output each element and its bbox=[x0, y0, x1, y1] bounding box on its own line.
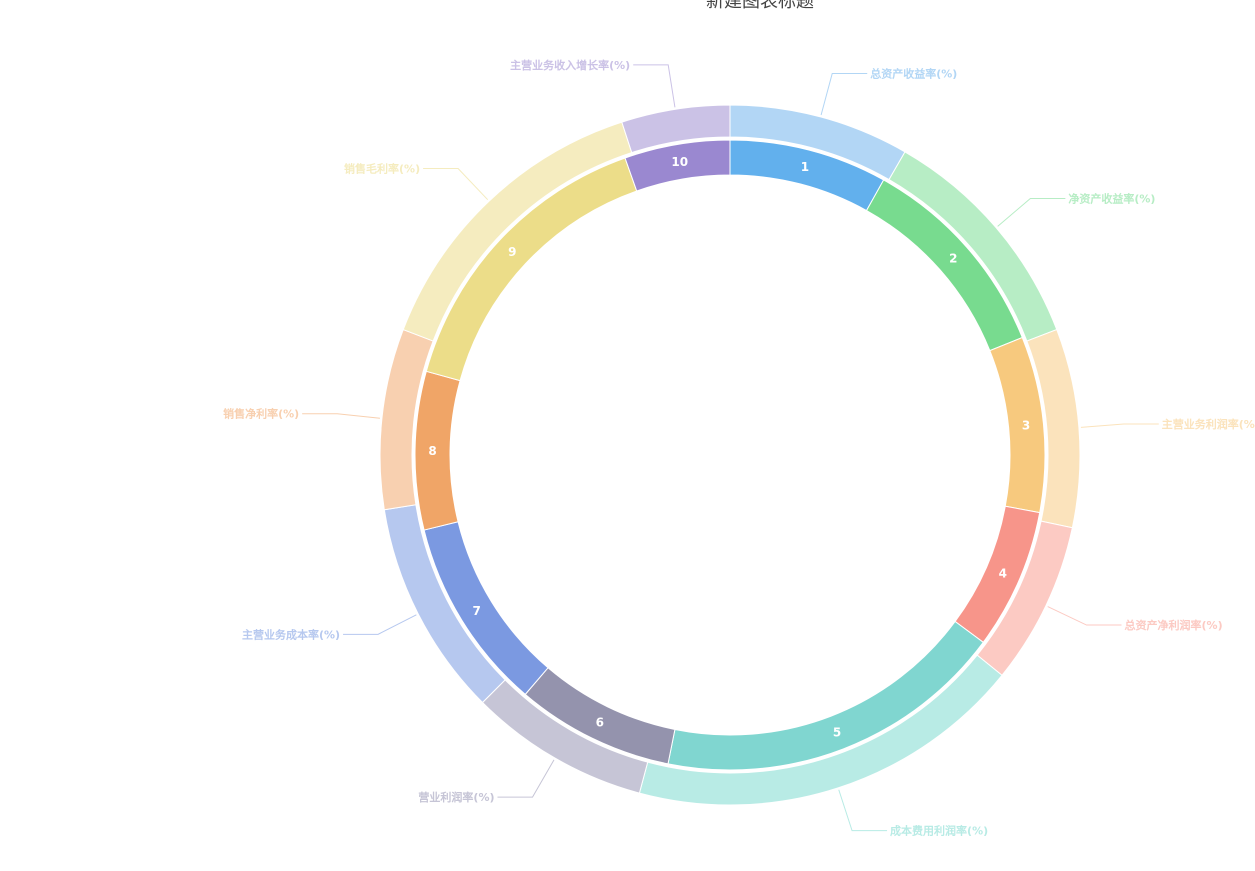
slice-value-label: 9 bbox=[508, 245, 516, 259]
inner-ring: 1 2 3 4 5 6 7 8 9 10 bbox=[414, 139, 1046, 771]
category-label: 主营业务利润率(%) bbox=[1162, 417, 1255, 431]
leader-line bbox=[1047, 606, 1122, 626]
category-label: 总资产净利润率(%) bbox=[1125, 618, 1223, 632]
slice-value-label: 1 bbox=[801, 160, 809, 174]
inner-slice[interactable] bbox=[414, 370, 461, 531]
leader-line bbox=[838, 789, 888, 832]
slice-value-label: 3 bbox=[1022, 419, 1030, 433]
category-label: 主营业务成本率(%) bbox=[242, 627, 340, 641]
leader-line bbox=[497, 759, 555, 798]
outer-slice[interactable] bbox=[621, 104, 731, 154]
leader-line bbox=[1080, 423, 1159, 428]
slice-value-label: 4 bbox=[999, 567, 1007, 581]
category-label: 净资产收益率(%) bbox=[1068, 191, 1155, 205]
outer-ring bbox=[379, 104, 1081, 806]
slice-value-label: 5 bbox=[833, 726, 841, 740]
category-label: 成本费用利润率(%) bbox=[890, 824, 988, 838]
leader-line bbox=[820, 72, 868, 116]
category-label: 销售毛利率(%) bbox=[344, 161, 420, 175]
slice-value-label: 7 bbox=[472, 604, 480, 618]
inner-slice[interactable] bbox=[624, 139, 731, 192]
slice-value-label: 10 bbox=[671, 155, 688, 169]
leader-lines bbox=[302, 64, 1159, 832]
leader-line bbox=[343, 614, 417, 635]
category-label: 总资产收益率(%) bbox=[870, 66, 957, 80]
category-label: 营业利润率(%) bbox=[418, 790, 494, 804]
category-label: 主营业务收入增长率(%) bbox=[510, 58, 630, 72]
slice-value-label: 6 bbox=[596, 716, 604, 730]
inner-slice[interactable] bbox=[667, 620, 984, 771]
leader-line bbox=[302, 413, 380, 419]
category-labels: 总资产收益率(%) 净资产收益率(%) 主营业务利润率(%) 总资产净利润率(%) 成本… bbox=[223, 58, 1255, 838]
leader-line bbox=[997, 197, 1066, 227]
leader-line bbox=[423, 167, 489, 201]
leader-line bbox=[633, 64, 676, 108]
slice-value-label: 8 bbox=[428, 444, 436, 458]
category-label: 销售净利率(%) bbox=[223, 407, 299, 421]
slice-value-label: 2 bbox=[949, 251, 957, 265]
chart-title: 新建图表标题 bbox=[706, 0, 814, 12]
